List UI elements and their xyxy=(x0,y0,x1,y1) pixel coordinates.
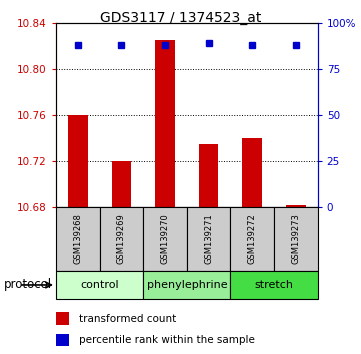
Bar xyxy=(68,115,88,207)
Bar xyxy=(243,138,262,207)
Text: GSM139270: GSM139270 xyxy=(161,213,170,264)
Bar xyxy=(100,207,143,271)
Bar xyxy=(56,333,69,346)
Text: GSM139268: GSM139268 xyxy=(73,213,82,264)
Text: GSM139269: GSM139269 xyxy=(117,213,126,264)
Bar xyxy=(155,40,175,207)
Text: GSM139273: GSM139273 xyxy=(291,213,300,264)
Text: GSM139272: GSM139272 xyxy=(248,213,257,264)
Text: protocol: protocol xyxy=(4,279,52,291)
Text: phenylephrine: phenylephrine xyxy=(147,280,227,290)
Bar xyxy=(274,207,318,271)
Text: GDS3117 / 1374523_at: GDS3117 / 1374523_at xyxy=(100,11,261,25)
Bar xyxy=(230,271,318,299)
Text: control: control xyxy=(80,280,119,290)
Bar xyxy=(187,207,230,271)
Bar xyxy=(286,205,306,207)
Text: GSM139271: GSM139271 xyxy=(204,213,213,264)
Bar xyxy=(56,207,100,271)
Bar xyxy=(112,161,131,207)
Bar xyxy=(56,312,69,325)
Bar xyxy=(56,271,143,299)
Bar xyxy=(199,144,218,207)
Bar xyxy=(143,207,187,271)
Bar xyxy=(143,271,230,299)
Text: stretch: stretch xyxy=(255,280,293,290)
Text: transformed count: transformed count xyxy=(79,314,176,324)
Text: percentile rank within the sample: percentile rank within the sample xyxy=(79,335,255,345)
Bar xyxy=(230,207,274,271)
